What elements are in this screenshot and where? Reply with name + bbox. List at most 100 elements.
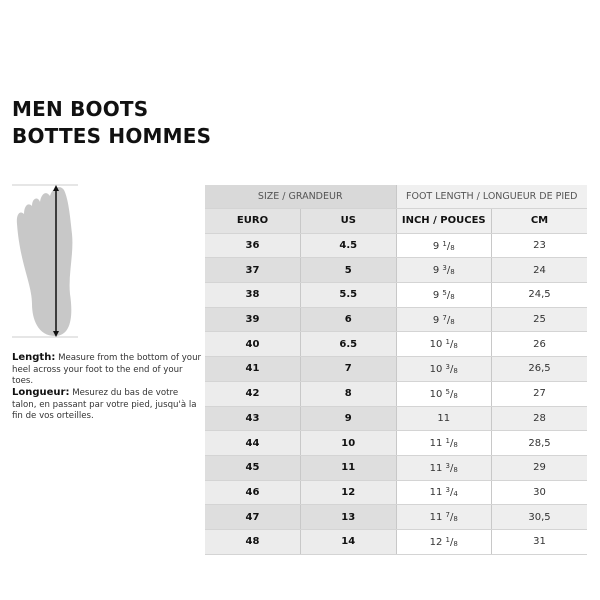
cell-inch: 11 3/4 — [396, 480, 492, 506]
inch-numerator: 7 — [445, 511, 451, 520]
cell-euro: 38 — [205, 282, 301, 308]
cell-inch: 9 1/8 — [396, 233, 492, 259]
column-header-us: US — [300, 208, 397, 234]
page-title: MEN BOOTS BOTTES HOMMES — [12, 96, 211, 150]
longueur-text: Mesurez du bas de votre talon, en passan… — [12, 388, 197, 421]
column-header-euro: EURO — [205, 208, 301, 234]
cell-cm: 31 — [491, 529, 587, 555]
inch-denominator: 8 — [453, 342, 458, 351]
length-text: Measure from the bottom of your heel acr… — [12, 353, 202, 386]
inch-numerator: 3 — [445, 362, 451, 371]
cell-euro: 36 — [205, 233, 301, 259]
inch-numerator: 5 — [442, 288, 447, 297]
cell-cm: 30 — [491, 480, 587, 506]
cell-inch: 10 1/8 — [396, 331, 492, 358]
cell-us: 8 — [300, 381, 397, 407]
inch-denominator: 8 — [453, 539, 458, 548]
cell-inch: 9 3/8 — [396, 257, 492, 284]
length-instruction-en: Length: Measure from the bottom of your … — [12, 352, 202, 388]
inch-denominator: 8 — [453, 465, 458, 474]
inch-numerator: 3 — [442, 264, 447, 273]
table-row: 41 7 10 3/8 26,5 — [205, 356, 587, 382]
cell-cm: 30,5 — [491, 504, 587, 530]
table-row: 42 8 10 5/8 27 — [205, 381, 587, 407]
inch-whole: 11 — [429, 487, 443, 499]
inch-numerator: 7 — [442, 313, 447, 322]
group-header-foot-length: FOOT LENGTH / LONGUEUR DE PIED — [396, 185, 587, 209]
cell-cm: 24,5 — [491, 282, 587, 308]
length-label: Length: — [12, 352, 56, 363]
cell-inch: 12 1/8 — [396, 529, 492, 555]
cell-us: 12 — [300, 480, 397, 506]
cell-inch: 10 3/8 — [396, 356, 492, 382]
table-row: 44 10 11 1/8 28,5 — [205, 430, 587, 456]
inch-denominator: 8 — [450, 292, 455, 301]
inch-whole: 9 — [432, 289, 440, 301]
cell-euro: 42 — [205, 381, 301, 407]
inch-denominator: 8 — [450, 243, 455, 252]
cell-us: 11 — [300, 455, 397, 481]
inch-whole: 11 — [429, 438, 443, 450]
cell-cm: 25 — [491, 307, 587, 333]
cell-euro: 43 — [205, 406, 301, 432]
table-row: 48 14 12 1/8 31 — [205, 529, 587, 555]
inch-whole: 11 — [429, 512, 443, 524]
table-row: 37 5 9 3/8 24 — [205, 257, 587, 284]
cell-cm: 24 — [491, 257, 587, 284]
cell-us: 10 — [300, 430, 397, 456]
inch-denominator: 8 — [453, 366, 458, 375]
cell-us: 6 — [300, 307, 397, 333]
cell-euro: 40 — [205, 331, 301, 358]
cell-cm: 26,5 — [491, 356, 587, 382]
cell-cm: 26 — [491, 331, 587, 358]
cell-us: 4.5 — [300, 233, 397, 259]
title-french: BOTTES HOMMES — [12, 124, 212, 148]
inch-numerator: 1 — [445, 437, 451, 446]
inch-whole: 9 — [432, 265, 440, 277]
table-row: 43 9 11 28 — [205, 406, 587, 432]
table-row: 45 11 11 3/8 29 — [205, 455, 587, 481]
cell-euro: 37 — [205, 257, 301, 284]
cell-cm: 28 — [491, 406, 587, 432]
inch-numerator: 3 — [445, 461, 451, 470]
cell-us: 13 — [300, 504, 397, 530]
inch-whole: 12 — [429, 536, 443, 548]
group-header-size: SIZE / GRANDEUR — [205, 185, 397, 209]
inch-whole: 10 — [429, 363, 443, 375]
inch-denominator: 8 — [453, 441, 458, 450]
cell-cm: 29 — [491, 455, 587, 481]
inch-whole: 9 — [432, 240, 440, 252]
inch-numerator: 3 — [445, 486, 451, 495]
cell-inch: 11 1/8 — [396, 430, 492, 456]
cell-us: 6.5 — [300, 331, 397, 358]
inch-numerator: 1 — [442, 239, 447, 248]
longueur-label: Longueur: — [12, 387, 70, 398]
inch-denominator: 8 — [450, 268, 455, 277]
cell-euro: 41 — [205, 356, 301, 382]
cell-us: 14 — [300, 529, 397, 555]
table-row: 38 5.5 9 5/8 24,5 — [205, 282, 587, 308]
length-instruction-fr: Longueur: Mesurez du bas de votre talon,… — [12, 387, 202, 423]
table-row: 46 12 11 3/4 30 — [205, 480, 587, 506]
inch-whole: 10 — [429, 388, 443, 400]
table-row: 39 6 9 7/8 25 — [205, 307, 587, 333]
cell-us: 5.5 — [300, 282, 397, 308]
column-header-inch: INCH / POUCES — [396, 208, 492, 234]
cell-euro: 39 — [205, 307, 301, 333]
cell-inch: 10 5/8 — [396, 381, 492, 407]
table-row: 47 13 11 7/8 30,5 — [205, 504, 587, 530]
cell-inch: 9 7/8 — [396, 307, 492, 333]
inch-numerator: 5 — [445, 387, 451, 396]
title-english: MEN BOOTS — [12, 97, 149, 121]
table-row: 36 4.5 9 1/8 23 — [205, 233, 587, 259]
cell-inch: 9 5/8 — [396, 282, 492, 308]
inch-denominator: 4 — [453, 490, 458, 499]
cell-euro: 47 — [205, 504, 301, 530]
inch-whole: 11 — [437, 412, 451, 424]
cell-cm: 27 — [491, 381, 587, 407]
foot-measure-icon — [12, 184, 78, 338]
cell-us: 5 — [300, 257, 397, 284]
cell-cm: 28,5 — [491, 430, 587, 456]
inch-whole: 9 — [432, 314, 440, 326]
cell-inch: 11 3/8 — [396, 455, 492, 481]
